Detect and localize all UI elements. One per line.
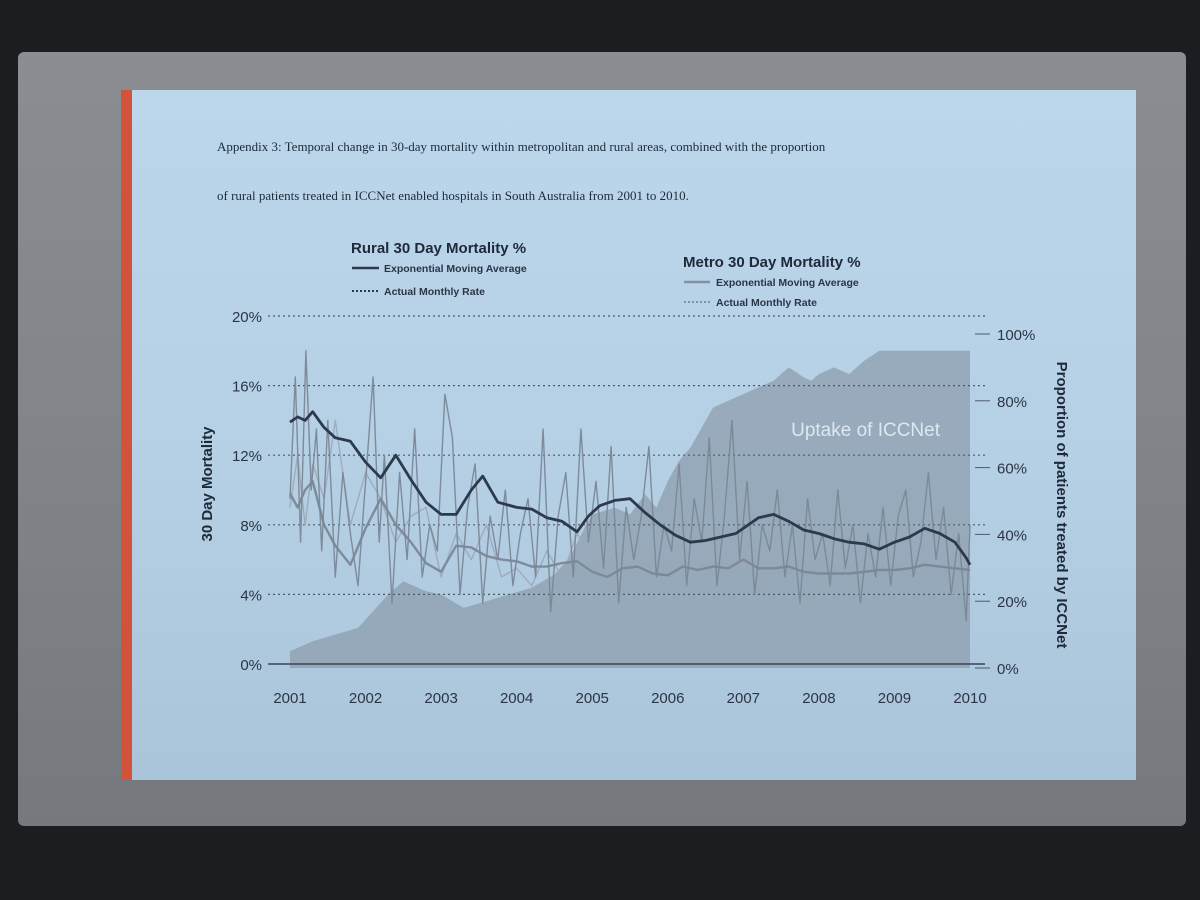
y2-axis-title: Proportion of patients treated by ICCNet <box>1053 362 1070 649</box>
x-tick-label: 2004 <box>500 690 533 707</box>
legend-rural-actual-label: Actual Monthly Rate <box>384 286 485 298</box>
metro-actual-line <box>289 419 971 596</box>
y-tick-label: 16% <box>232 379 262 396</box>
y-tick-label: 8% <box>240 518 262 535</box>
x-tick-label: 2007 <box>727 690 760 707</box>
y-tick-label: 20% <box>232 309 262 326</box>
y2-tick-label: 0% <box>997 661 1019 678</box>
x-tick-label: 2005 <box>576 690 609 707</box>
x-tick-label: 2010 <box>953 690 986 707</box>
y2-tick-label: 80% <box>997 394 1027 411</box>
x-tick-label: 2002 <box>349 690 382 707</box>
slide-accent-bar <box>121 90 132 780</box>
x-tick-label: 2006 <box>651 690 684 707</box>
legend-metro-title: Metro 30 Day Mortality % <box>683 254 861 271</box>
x-tick-label: 2008 <box>802 690 835 707</box>
rural-actual-line <box>289 350 971 622</box>
x-tick-label: 2009 <box>878 690 911 707</box>
rural-ema-line <box>289 410 972 566</box>
figure-caption-line-1: Appendix 3: Temporal change in 30-day mo… <box>217 139 826 154</box>
legend-rural-title: Rural 30 Day Mortality % <box>351 240 526 257</box>
legend-metro-actual-label: Actual Monthly Rate <box>716 297 817 309</box>
area-label: Uptake of ICCNet <box>791 420 941 441</box>
y2-tick-label: 40% <box>997 527 1027 544</box>
x-tick-label: 2001 <box>273 690 306 707</box>
metro-ema-line <box>288 480 971 579</box>
legend-rural-ema-label: Exponential Moving Average <box>384 263 527 275</box>
y2-tick-label: 60% <box>997 461 1027 478</box>
y2-tick-label: 20% <box>997 594 1027 611</box>
y-tick-label: 12% <box>232 448 262 465</box>
y-tick-label: 4% <box>240 587 262 604</box>
y-tick-label: 0% <box>240 657 262 674</box>
figure-caption-line-2: of rural patients treated in ICCNet enab… <box>217 188 689 203</box>
uptake-area <box>290 350 970 668</box>
y2-tick-label: 100% <box>997 327 1035 344</box>
legend-metro-ema-label: Exponential Moving Average <box>716 277 859 289</box>
y-axis-title: 30 Day Mortality <box>199 426 216 542</box>
x-tick-label: 2003 <box>424 690 457 707</box>
